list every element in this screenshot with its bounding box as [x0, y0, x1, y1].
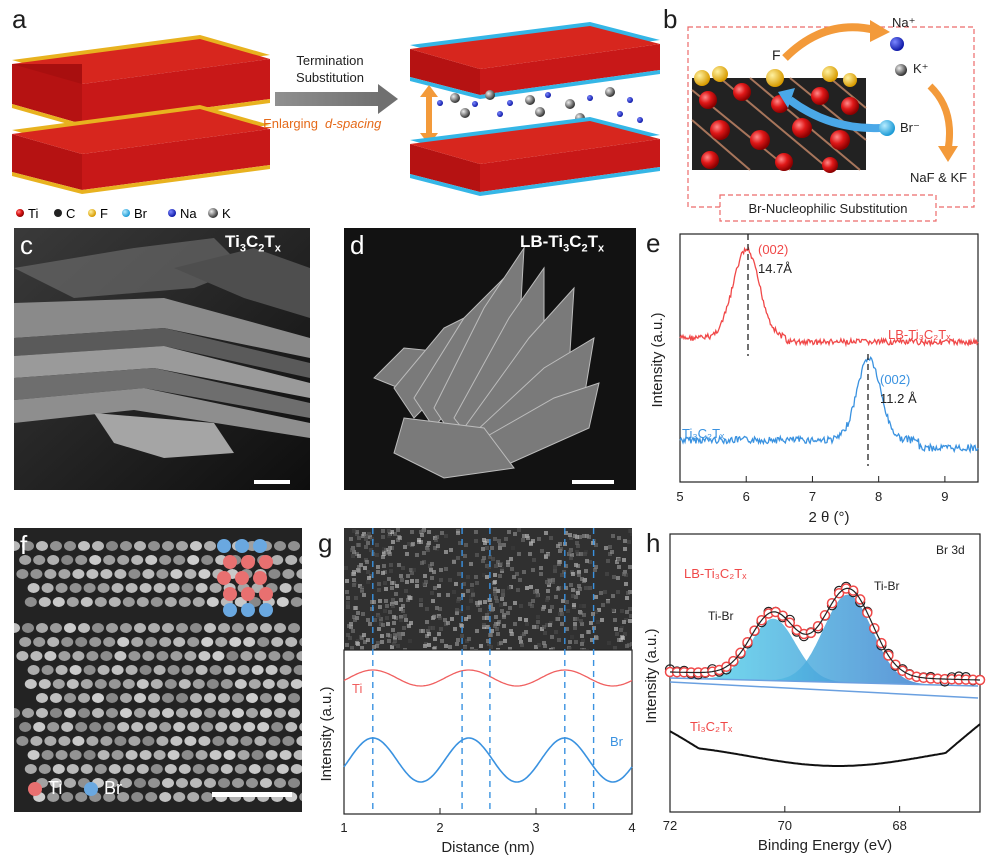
legend-br-marker [122, 209, 130, 217]
b-f-label: F [772, 47, 781, 63]
panel-d-title: LB-Ti3C2Tx [520, 232, 605, 255]
b-na-label: Na⁺ [892, 15, 915, 30]
panel-b-schematic: F Na⁺ K⁺ Br⁻ NaF & KF Br-Nucleophilic Su… [687, 15, 975, 222]
panel-label-h: h [646, 528, 661, 558]
h-xtick-label: 68 [892, 818, 906, 833]
g-plot-frame [343, 649, 633, 815]
e-xtick-label: 5 [676, 489, 683, 504]
e-peak1-spacing: 14.7Å [758, 261, 792, 276]
e-xtick-label: 7 [809, 489, 816, 504]
e-series1-name: LB-Ti₃C₂Tₓ [888, 327, 951, 342]
legend-na-label: Na [180, 206, 197, 221]
g-ti-label: Ti [352, 681, 362, 696]
h-ylabel: Intensity (a.u.) [643, 628, 660, 723]
legend-c-label: C [66, 206, 75, 221]
right-bottom-layers [410, 117, 660, 196]
panel-c-sem-image [14, 228, 310, 490]
legend-c-marker [54, 209, 62, 217]
legend-na-marker [168, 209, 176, 217]
arrow-text-enlarging: Enlarging [263, 116, 318, 131]
h-series1-name: LB-Ti₃C₂Tₓ [684, 566, 747, 581]
panel-e-xrd-chart: (002) 14.7Å (002) 11.2 Å LB-Ti₃C₂Tₓ Ti₃C… [649, 233, 979, 526]
panel-d-scale-bar [572, 480, 614, 484]
panel-g-profile-chart: Ti Br 1 2 3 4 Intensity (a.u.) Distance (nm… [318, 528, 636, 856]
h-xtick-label: 72 [663, 818, 677, 833]
dspacing-arrow [420, 85, 438, 145]
panel-label-d: d [350, 230, 365, 260]
e-xlabel: 2 θ (°) [808, 509, 849, 526]
interlayer-ions [437, 87, 643, 123]
left-bottom-layers [12, 105, 270, 194]
h-peak-label-1: Ti-Br [708, 609, 734, 623]
legend-k-marker [208, 208, 218, 218]
g-br-label: Br [610, 734, 624, 749]
f-scale-bar [212, 792, 292, 797]
h-corner-label: Br 3d [936, 543, 965, 557]
e-series-ti [679, 355, 979, 454]
g-br-profile [343, 737, 633, 783]
panel-label-b: b [663, 4, 678, 34]
right-top-layers [410, 22, 660, 99]
g-ti-profile [343, 669, 633, 687]
f-legend-br-label: Br [104, 778, 122, 798]
h-xtick-label: 70 [778, 818, 792, 833]
e-peak1-label: (002) [758, 242, 788, 257]
legend-ti-label: Ti [28, 206, 38, 221]
termination-arrow [275, 84, 398, 114]
e-peak2-spacing: 11.2 Å [880, 391, 917, 406]
e-peak2-label: (002) [880, 372, 910, 387]
legend-f-marker [88, 209, 96, 217]
panel-label-a: a [12, 4, 27, 34]
h-peak-label-2: Ti-Br [874, 579, 900, 593]
arrow-text-substitution: Substitution [296, 70, 364, 85]
h-baseline-2 [669, 681, 979, 699]
h-peak-2 [670, 594, 980, 686]
b-br-label: Br⁻ [900, 120, 920, 135]
e-xtick-label: 6 [743, 489, 750, 504]
panel-d-sem-image [344, 228, 636, 490]
f-legend-br-marker [84, 782, 98, 796]
g-xtick-label: 1 [340, 820, 347, 835]
g-xtick-label: 2 [436, 820, 443, 835]
arrow-text-termination: Termination [296, 53, 363, 68]
panel-label-e: e [646, 228, 661, 258]
panel-label-f: f [20, 530, 28, 560]
e-plot-frame [679, 233, 979, 483]
h-peak-1 [670, 618, 980, 686]
g-ylabel: Intensity (a.u.) [318, 686, 335, 781]
f-legend-ti-marker [28, 782, 42, 796]
e-ylabel: Intensity (a.u.) [649, 312, 666, 407]
b-caption: Br-Nucleophilic Substitution [749, 201, 908, 216]
f-legend-ti-label: Ti [48, 778, 63, 798]
b-product-label: NaF & KF [910, 170, 967, 185]
legend-br-label: Br [134, 206, 148, 221]
h-ti3c2-curve [669, 723, 981, 767]
h-xlabel: Binding Energy (eV) [758, 837, 892, 854]
panel-h-xps-chart: Br 3d LB-Ti₃C₂Tₓ Ti₃C₂Tₓ Ti-Br Ti-Br 72 7… [643, 533, 986, 854]
h-series2-name: Ti₃C₂Tₓ [690, 719, 733, 734]
e-series2-name: Ti₃C₂Tₓ [682, 426, 725, 441]
left-top-layers [12, 35, 270, 128]
arrow-text-dspacing: d-spacing [325, 116, 382, 131]
e-series-lb [679, 246, 979, 348]
legend-ti-marker [16, 209, 24, 217]
panel-c-scale-bar [254, 480, 290, 484]
g-xtick-label: 3 [532, 820, 539, 835]
panel-label-g: g [318, 528, 333, 558]
legend-f-label: F [100, 206, 108, 221]
g-xtick-label: 4 [628, 820, 635, 835]
h-baseline-1 [669, 677, 979, 687]
h-fit-envelope [670, 587, 980, 681]
element-legend: Ti C F Br Na K [16, 206, 231, 221]
legend-k-label: K [222, 206, 231, 221]
e-xtick-label: 8 [875, 489, 882, 504]
panel-g-stem-image [344, 528, 632, 650]
e-xtick-label: 9 [941, 489, 948, 504]
b-k-label: K⁺ [913, 61, 929, 76]
panel-f-stem-image [14, 528, 302, 812]
panel-a-schematic: Termination Substitution Enlarging d-spa… [12, 22, 660, 221]
g-xlabel: Distance (nm) [441, 839, 534, 856]
panel-label-c: c [20, 230, 33, 260]
panel-c-title: Ti3C2Tx [225, 232, 281, 255]
